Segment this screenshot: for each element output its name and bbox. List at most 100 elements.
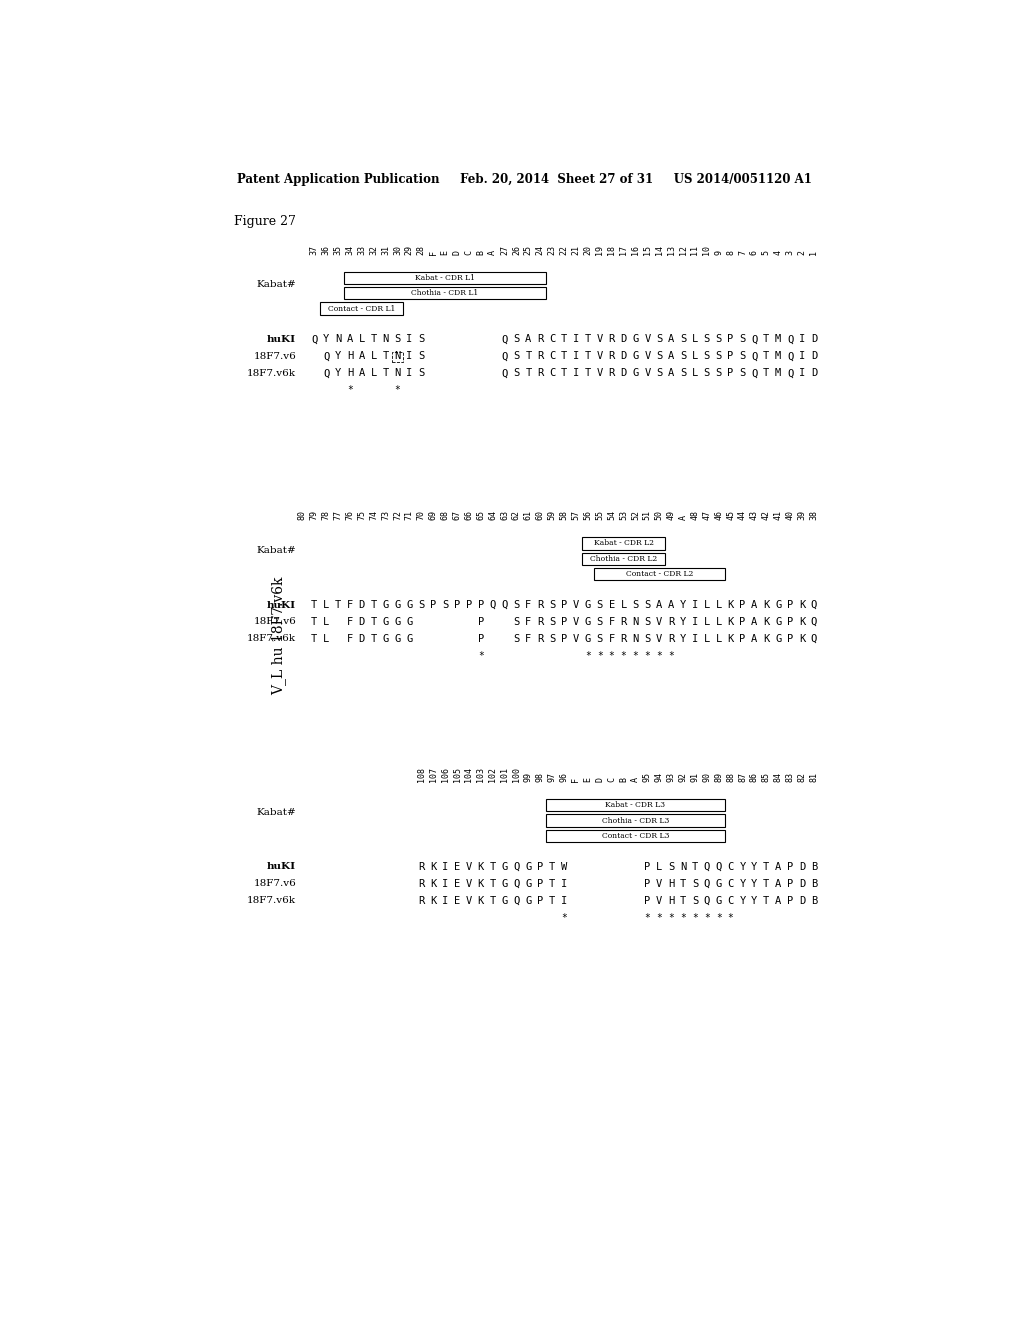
Text: 32: 32 [370,244,378,255]
Text: H: H [347,351,353,362]
Text: M: M [775,351,781,362]
Text: A: A [358,351,365,362]
Text: Y: Y [739,896,745,906]
Text: S: S [597,601,603,610]
Text: F: F [608,634,614,644]
Text: P: P [538,879,544,888]
Text: D: D [799,862,805,871]
Text: P: P [477,616,484,627]
Text: 46: 46 [714,511,723,520]
Text: A: A [679,515,687,520]
Text: 20: 20 [584,244,592,255]
Text: F: F [347,616,353,627]
Text: S: S [418,351,425,362]
Text: S: S [716,368,722,379]
Text: G: G [525,862,531,871]
Text: F: F [571,777,581,781]
Text: 92: 92 [679,772,687,781]
Text: K: K [727,634,734,644]
Text: S: S [513,634,519,644]
Text: D: D [453,249,462,255]
Text: 40: 40 [785,511,795,520]
Text: 69: 69 [429,511,437,520]
Text: 47: 47 [702,511,712,520]
Text: R: R [608,351,614,362]
Text: P: P [466,601,472,610]
Text: L: L [656,862,663,871]
Text: S: S [418,368,425,379]
Text: G: G [585,601,591,610]
Text: 11: 11 [690,244,699,255]
Text: N: N [335,334,341,345]
Text: I: I [561,896,567,906]
Text: Chothia - CDR L2: Chothia - CDR L2 [590,554,657,562]
Text: 18F7.v6k: 18F7.v6k [247,368,296,378]
Text: N: N [383,334,389,345]
Text: Chothia - CDR L3: Chothia - CDR L3 [602,817,669,825]
Text: P: P [727,368,734,379]
Text: E: E [440,249,450,255]
Text: P: P [644,879,650,888]
Text: I: I [799,368,805,379]
Text: P: P [787,896,794,906]
Text: K: K [430,879,436,888]
Text: S: S [680,368,686,379]
Text: T: T [763,896,769,906]
Text: Q: Q [787,351,794,362]
Text: 87: 87 [738,772,746,781]
Text: 80: 80 [298,511,307,520]
Text: V: V [644,368,650,379]
Text: Y: Y [335,368,341,379]
Bar [392,351,402,362]
Text: 26: 26 [512,244,521,255]
Text: *: * [633,651,638,661]
Text: S: S [644,634,650,644]
Text: Y: Y [335,351,341,362]
Text: T: T [585,368,591,379]
Text: V: V [656,616,663,627]
Text: R: R [668,616,674,627]
Text: S: S [597,634,603,644]
Text: S: S [513,368,519,379]
Text: D: D [595,777,604,781]
Text: T: T [311,601,317,610]
Text: 43: 43 [750,511,759,520]
Text: C: C [727,879,734,888]
Text: D: D [358,616,365,627]
Text: 51: 51 [643,511,652,520]
Text: T: T [371,616,377,627]
Text: *: * [621,651,627,661]
Text: Contact - CDR L2: Contact - CDR L2 [626,570,693,578]
Text: A: A [775,879,781,888]
Text: Q: Q [513,862,519,871]
Text: D: D [621,368,627,379]
Text: S: S [513,351,519,362]
Text: E: E [454,896,460,906]
Text: V: V [466,862,472,871]
Text: M: M [775,334,781,345]
Text: Q: Q [311,334,317,345]
Text: 38: 38 [809,511,818,520]
Text: *: * [347,385,353,395]
Text: C: C [607,777,616,781]
Text: I: I [572,368,580,379]
Text: G: G [525,896,531,906]
Text: L: L [358,334,365,345]
Text: 28: 28 [417,244,426,255]
Text: T: T [489,879,496,888]
Text: A: A [752,634,758,644]
Text: L: L [371,351,377,362]
Text: 72: 72 [393,511,402,520]
Text: S: S [692,879,698,888]
Text: P: P [430,601,436,610]
Text: Kabat - CDR L3: Kabat - CDR L3 [605,801,666,809]
Text: 33: 33 [357,244,367,255]
Text: Kabat#: Kabat# [256,808,296,817]
Text: G: G [394,601,400,610]
Text: T: T [335,601,341,610]
Text: D: D [811,351,817,362]
Text: T: T [763,368,769,379]
Text: K: K [763,616,769,627]
Text: A: A [656,601,663,610]
Text: T: T [763,351,769,362]
